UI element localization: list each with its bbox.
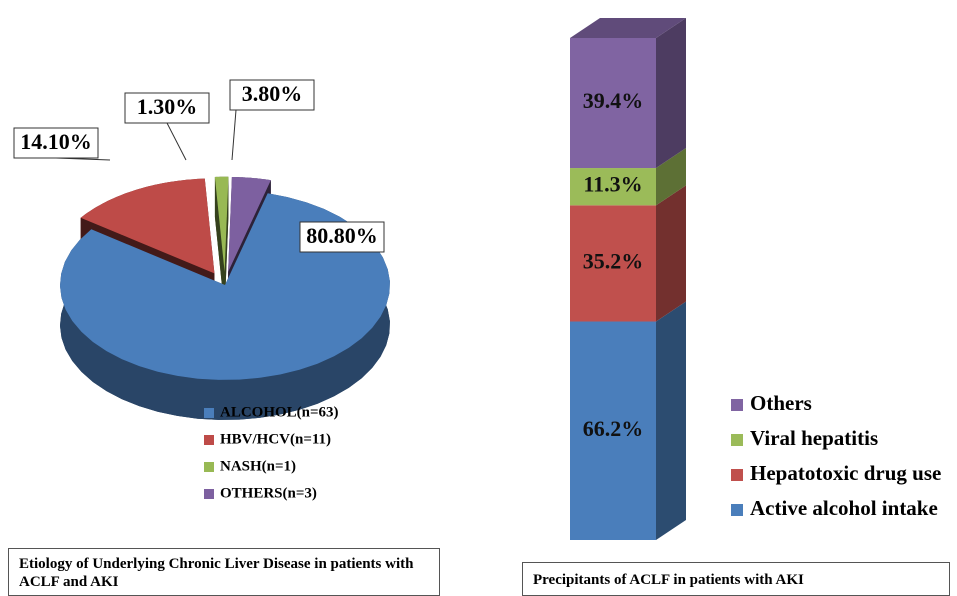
slice	[80, 178, 215, 274]
legend-swatch	[204, 408, 214, 418]
bar-segment	[570, 168, 656, 206]
label-box	[299, 221, 385, 253]
legend-label: HBV/HCV(n=11)	[220, 431, 331, 447]
legend-swatch	[204, 489, 214, 499]
slice	[228, 177, 271, 272]
label-box	[124, 92, 210, 124]
bar-side	[656, 18, 686, 169]
label-box	[229, 79, 315, 111]
bar-segment	[570, 38, 656, 169]
legend-swatch	[731, 504, 743, 516]
slice-cut	[224, 176, 229, 312]
value-label: 39.4%	[583, 88, 644, 113]
value-label: 66.2%	[583, 416, 644, 441]
leader-line	[166, 122, 187, 161]
legend-swatch	[731, 469, 743, 481]
value-label: 11.3%	[583, 172, 642, 197]
legend-swatch	[731, 399, 743, 411]
legend-label: Active alcohol intake	[750, 496, 938, 520]
slice	[214, 176, 229, 272]
value-label: 3.80%	[242, 81, 303, 106]
value-label: 1.30%	[137, 94, 198, 119]
legend-label: ALCOHOL(n=63)	[220, 404, 339, 420]
bar-segment	[570, 321, 656, 540]
bar-segment	[570, 205, 656, 322]
bar-top	[570, 18, 686, 38]
leader-line	[231, 109, 237, 161]
value-label: 35.2%	[583, 248, 644, 273]
legend-label: OTHERS(n=3)	[220, 485, 317, 501]
bar-side	[656, 301, 686, 540]
legend-label: NASH(n=1)	[220, 458, 296, 474]
slice-cut	[214, 176, 225, 312]
bar-caption: Precipitants of ACLF in patients with AK…	[522, 562, 950, 596]
legend-swatch	[731, 434, 743, 446]
legend-label: Others	[750, 391, 812, 415]
pie-caption: Etiology of Underlying Chronic Liver Dis…	[8, 548, 440, 596]
legend-label: Viral hepatitis	[750, 426, 878, 450]
value-label: 14.10%	[20, 129, 92, 154]
legend-swatch	[204, 462, 214, 472]
value-label: 80.80%	[306, 223, 378, 248]
legend-label: Hepatotoxic drug use	[750, 461, 941, 485]
bar-side	[656, 185, 686, 322]
legend-swatch	[204, 435, 214, 445]
label-box	[13, 127, 99, 159]
bar-side	[656, 148, 686, 206]
